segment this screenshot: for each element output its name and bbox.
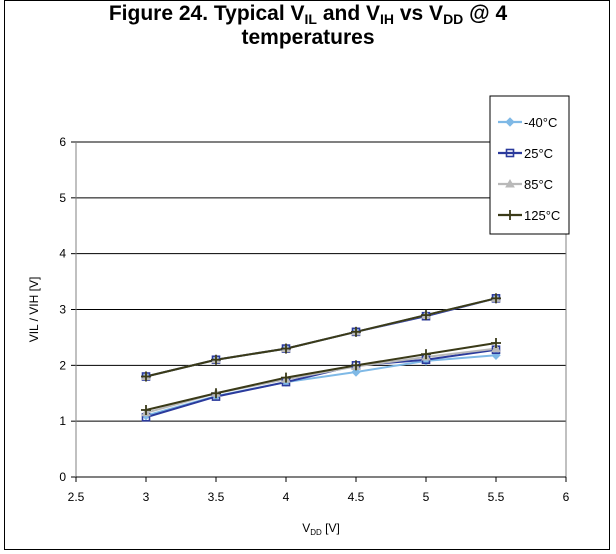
x-tick-label-3.5: 3.5 — [208, 490, 225, 504]
legend-marker-1 — [505, 148, 515, 158]
y-tick-label-0: 0 — [59, 470, 66, 484]
series-line-3-vih — [145, 297, 497, 378]
series-lines — [145, 297, 497, 419]
marker-0-vil-3 — [351, 367, 361, 377]
y-tick-label-4: 4 — [59, 247, 66, 261]
marker-3-vil-5 — [491, 338, 501, 348]
series-markers — [141, 293, 501, 422]
legend-marker-0 — [505, 117, 515, 127]
axes — [71, 141, 567, 482]
legend-label-3: 125°C — [524, 208, 560, 223]
x-tick-label-4: 4 — [283, 490, 290, 504]
legend-marker-2 — [505, 178, 515, 188]
x-tick-label-3: 3 — [143, 490, 150, 504]
figure-title: Figure 24. Typical VIL and VIH vs VDD @ … — [0, 2, 616, 50]
y-axis-label: VIL / VIH [V] — [27, 277, 41, 343]
y-tick-label-6: 6 — [59, 135, 66, 149]
y-tick-labels: 0 1 2 3 4 5 6 — [59, 135, 66, 484]
marker-3-vih-5 — [491, 293, 501, 304]
marker-3-vih-0 — [141, 371, 151, 382]
legend-marker-3 — [505, 210, 515, 220]
marker-3-vil-2 — [281, 372, 291, 383]
x-tick-label-4.5: 4.5 — [348, 490, 365, 504]
x-axis-label: VDD [V] — [302, 521, 340, 537]
legend-label-2: 85°C — [524, 177, 553, 192]
x-tick-label-5.5: 5.5 — [488, 490, 505, 504]
marker-3-vih-3 — [351, 326, 361, 337]
x-tick-labels: 2.5 3 3.5 4 4.5 5 5.5 6 — [68, 490, 570, 504]
x-tick-label-6: 6 — [563, 490, 570, 504]
x-label-sub: DD — [310, 528, 322, 537]
y-tick-label-1: 1 — [59, 414, 66, 428]
marker-2-vil-5 — [491, 343, 501, 353]
marker-3-vih-1 — [211, 354, 221, 365]
title-line-1: Figure 24. Typical VIL and VIH vs VDD @ … — [108, 2, 508, 27]
legend: -40°C 25°C 85°C 125°C — [489, 95, 570, 235]
series-line-3-vil — [145, 342, 497, 411]
legend-label-1: 25°C — [524, 146, 553, 161]
marker-3-vih-2 — [281, 343, 291, 354]
x-label-unit: [V] — [322, 521, 340, 535]
x-label-main: V — [302, 521, 310, 535]
x-tick-label-5: 5 — [423, 490, 430, 504]
marker-3-vil-0 — [141, 405, 151, 415]
figure-frame — [4, 0, 610, 550]
marker-3-vil-1 — [211, 388, 221, 399]
marker-3-vil-3 — [351, 360, 361, 371]
marker-3-vil-4 — [421, 349, 431, 360]
legend-label-0: -40°C — [524, 115, 557, 130]
grid-lines — [76, 141, 566, 422]
title-line-2: temperatures — [241, 26, 375, 49]
x-tick-label-2.5: 2.5 — [68, 490, 85, 504]
marker-3-vih-4 — [421, 310, 431, 321]
y-tick-label-2: 2 — [59, 358, 66, 372]
y-tick-label-5: 5 — [59, 191, 66, 205]
legend-box — [489, 95, 570, 235]
y-tick-label-3: 3 — [59, 303, 66, 317]
